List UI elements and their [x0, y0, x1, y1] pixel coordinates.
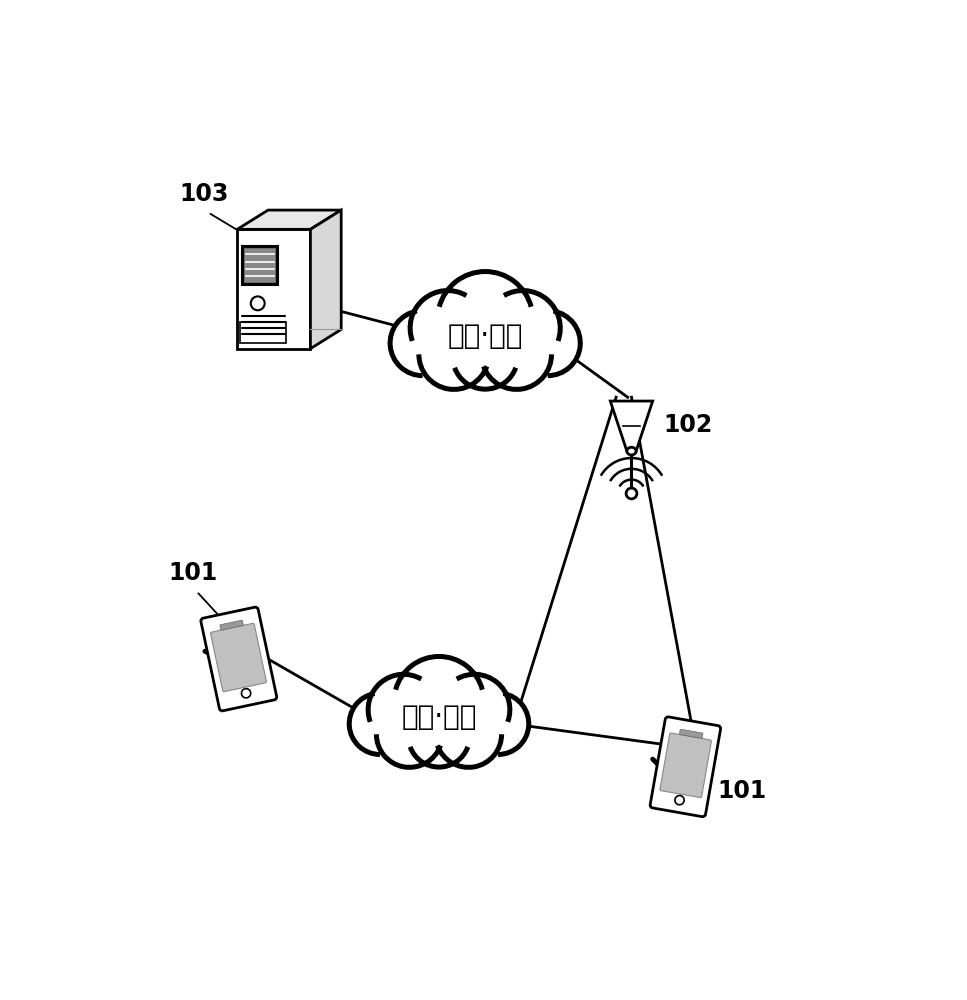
Circle shape [242, 689, 250, 698]
Circle shape [435, 701, 502, 767]
Text: 101: 101 [168, 561, 218, 585]
Circle shape [438, 272, 533, 367]
Ellipse shape [627, 447, 636, 455]
Circle shape [390, 311, 455, 376]
Text: 102: 102 [663, 413, 713, 437]
Circle shape [389, 667, 489, 767]
Circle shape [349, 693, 411, 754]
Polygon shape [310, 210, 341, 349]
FancyBboxPatch shape [659, 733, 712, 798]
Circle shape [419, 319, 489, 389]
Polygon shape [237, 229, 310, 349]
Circle shape [395, 656, 484, 746]
FancyBboxPatch shape [680, 729, 703, 738]
Circle shape [439, 674, 510, 745]
Circle shape [250, 296, 265, 310]
Text: 101: 101 [718, 779, 767, 803]
Text: 103: 103 [180, 182, 229, 206]
Circle shape [368, 674, 439, 745]
FancyBboxPatch shape [211, 623, 266, 692]
Circle shape [485, 291, 560, 366]
Polygon shape [244, 247, 277, 283]
Text: 通信·网络: 通信·网络 [401, 703, 477, 731]
Text: 通信·网络: 通信·网络 [448, 322, 523, 350]
Circle shape [408, 706, 470, 767]
FancyBboxPatch shape [650, 717, 720, 817]
Circle shape [467, 693, 529, 754]
Circle shape [410, 291, 485, 366]
Circle shape [376, 701, 443, 767]
Circle shape [626, 488, 637, 499]
Polygon shape [610, 401, 653, 451]
FancyBboxPatch shape [220, 620, 244, 630]
Polygon shape [237, 210, 341, 229]
Circle shape [482, 319, 551, 389]
FancyBboxPatch shape [201, 607, 277, 711]
Circle shape [675, 796, 684, 805]
Circle shape [515, 311, 580, 376]
Circle shape [453, 324, 517, 389]
Circle shape [432, 283, 538, 389]
